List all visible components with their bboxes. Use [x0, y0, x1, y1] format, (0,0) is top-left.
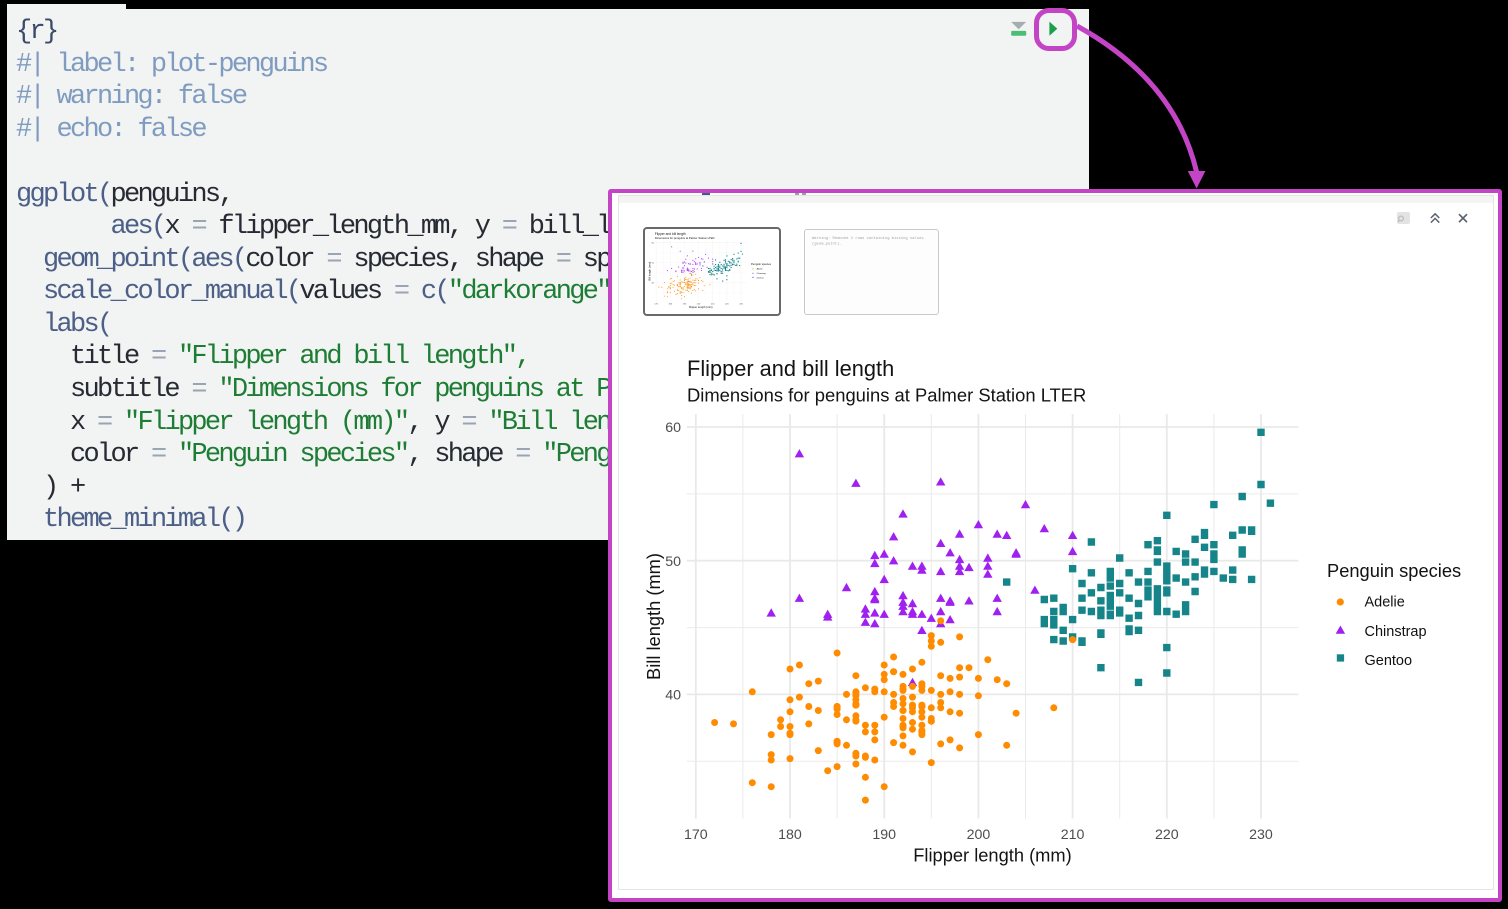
svg-text:Flipper and bill length: Flipper and bill length: [687, 356, 894, 381]
svg-text:60: 60: [665, 420, 681, 436]
svg-text:Bill length (mm): Bill length (mm): [643, 553, 664, 680]
svg-text:Flipper length (mm): Flipper length (mm): [913, 845, 1071, 866]
svg-text:170: 170: [684, 827, 708, 843]
svg-text:50: 50: [665, 554, 681, 570]
svg-text:Dimensions for penguins at Pal: Dimensions for penguins at Palmer Statio…: [687, 385, 1086, 406]
svg-text:230: 230: [1249, 827, 1273, 843]
svg-text:220: 220: [1155, 827, 1179, 843]
svg-text:Chinstrap: Chinstrap: [1365, 624, 1427, 640]
svg-text:Penguin species: Penguin species: [1327, 560, 1461, 581]
svg-text:40: 40: [665, 688, 681, 704]
svg-text:210: 210: [1061, 827, 1085, 843]
svg-text:180: 180: [778, 827, 802, 843]
svg-text:Gentoo: Gentoo: [1365, 653, 1413, 669]
svg-text:200: 200: [967, 827, 991, 843]
svg-text:(geom_point)…: (geom_point)…: [812, 242, 842, 247]
svg-text:Adelie: Adelie: [1365, 595, 1405, 611]
svg-text:190: 190: [872, 827, 896, 843]
svg-text:Warning: Removed 2 rows contai: Warning: Removed 2 rows containing missi…: [812, 236, 924, 241]
